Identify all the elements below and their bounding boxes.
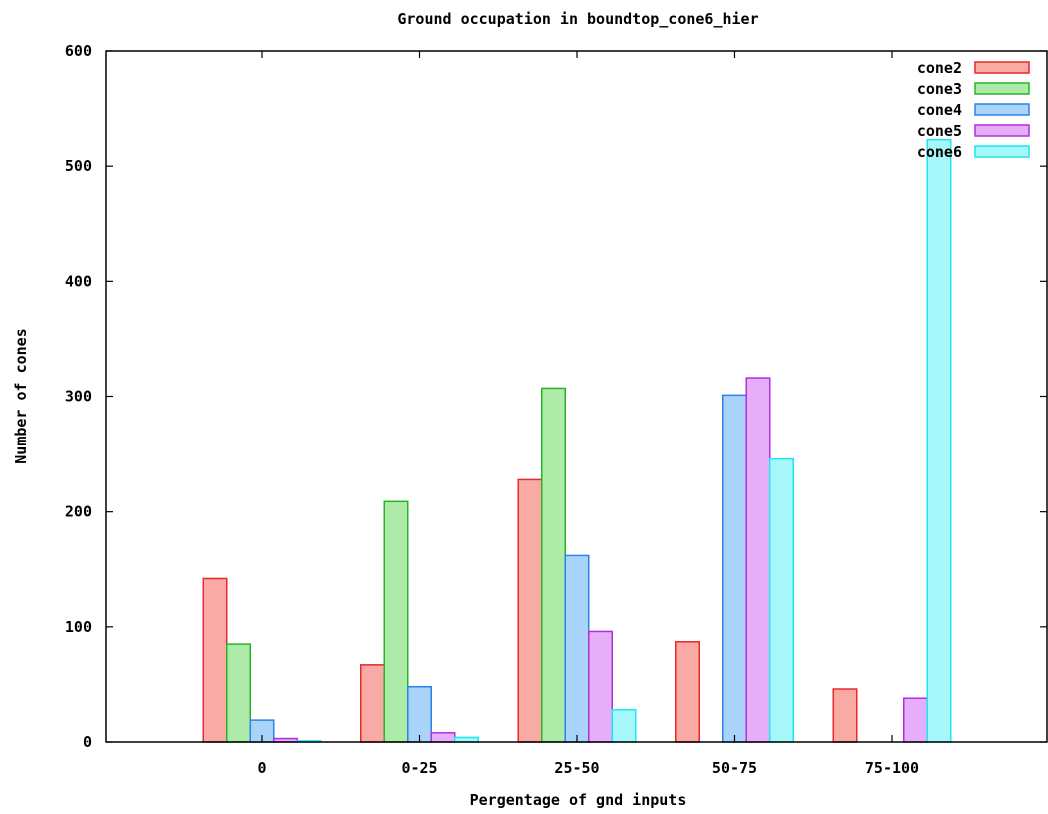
bar-cone3-25-50 <box>541 387 566 743</box>
legend-swatch-cone5 <box>974 124 1030 137</box>
bar-cone6-25-50 <box>611 709 637 743</box>
bar-cone2-0 <box>202 577 228 743</box>
y-tick-label: 600 <box>65 42 92 60</box>
legend-swatch-cone3 <box>974 82 1030 95</box>
bar-cone3-0-25 <box>383 500 409 743</box>
bar-cone2-50-75 <box>675 641 700 743</box>
bar-cone2-75-100 <box>832 688 858 743</box>
y-tick-label: 500 <box>65 157 92 175</box>
x-axis-label: Pergentage of gnd inputs <box>470 791 687 809</box>
legend: cone2 cone3 cone4 cone5 cone6 <box>917 59 1030 161</box>
chart-title: Ground occupation in boundtop_cone6_hier <box>397 10 758 28</box>
y-axis-label: Number of cones <box>12 328 30 463</box>
bar-cone3-0 <box>226 643 251 743</box>
y-tick-label: 300 <box>65 388 92 406</box>
y-tick-label: 0 <box>83 733 92 751</box>
legend-swatch-cone4 <box>974 103 1030 116</box>
bar-cone4-0-25 <box>407 685 432 743</box>
x-tick-label: 25-50 <box>554 759 599 777</box>
bar-cone4-50-75 <box>722 394 747 743</box>
legend-label-cone4: cone4 <box>917 101 962 119</box>
x-tick-label: 0-25 <box>401 759 437 777</box>
x-tick-label: 75-100 <box>865 759 919 777</box>
bar-cone5-50-75 <box>745 377 771 743</box>
legend-label-cone2: cone2 <box>917 59 962 77</box>
bar-cone5-25-50 <box>588 630 613 743</box>
bars <box>202 138 952 743</box>
y-tick-label: 400 <box>65 272 92 290</box>
y-tick-label: 200 <box>65 503 92 521</box>
bar-cone6-50-75 <box>769 457 794 743</box>
y-tick-label: 100 <box>65 618 92 636</box>
bar-cone6-75-100 <box>926 138 952 743</box>
x-axis: 0 0-25 25-50 50-75 75-100 <box>257 51 919 777</box>
bar-cone2-25-50 <box>517 478 543 743</box>
legend-swatch-cone2 <box>974 61 1030 74</box>
legend-label-cone6: cone6 <box>917 143 962 161</box>
bar-cone5-75-100 <box>903 697 928 743</box>
legend-label-cone5: cone5 <box>917 122 962 140</box>
bar-cone4-25-50 <box>564 554 590 743</box>
x-tick-label: 0 <box>257 759 266 777</box>
bar-cone5-0-25 <box>430 732 456 743</box>
y-axis: 0 100 200 300 400 500 600 <box>65 42 1047 751</box>
legend-label-cone3: cone3 <box>917 80 962 98</box>
x-tick-label: 50-75 <box>712 759 757 777</box>
bar-cone2-0-25 <box>360 664 385 743</box>
legend-swatch-cone6 <box>974 145 1030 158</box>
